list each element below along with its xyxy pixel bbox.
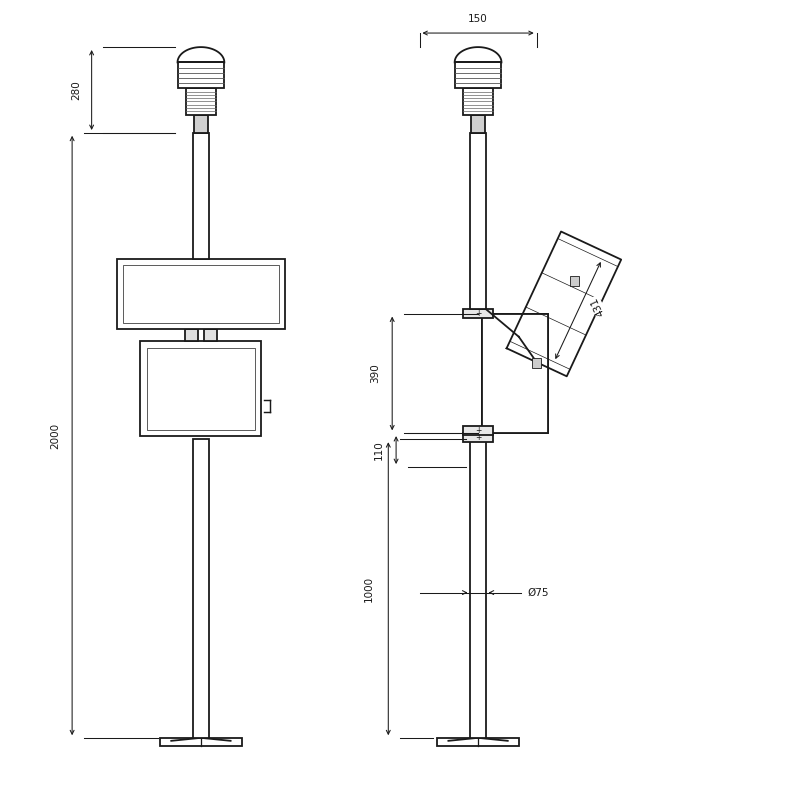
Bar (123, 265, 278, 323)
Bar (471, 114, 485, 133)
Text: 2000: 2000 (50, 422, 60, 449)
Text: +: + (475, 309, 482, 318)
Bar (193, 133, 209, 259)
Bar (454, 62, 502, 88)
Text: Ø75: Ø75 (527, 588, 549, 597)
Bar (482, 314, 548, 433)
Bar (482, 314, 496, 433)
Text: 280: 280 (71, 80, 81, 100)
Bar (482, 314, 548, 433)
Bar (470, 439, 486, 739)
Bar (193, 439, 209, 739)
Text: 1000: 1000 (364, 576, 374, 602)
Bar (146, 347, 255, 430)
Bar (437, 739, 519, 746)
Bar (470, 133, 486, 309)
Bar (117, 259, 285, 329)
Bar (160, 739, 242, 746)
Text: 150: 150 (468, 13, 488, 24)
Text: +: + (475, 425, 482, 435)
Bar (532, 358, 541, 368)
Bar (141, 342, 262, 436)
Bar (463, 309, 493, 318)
Text: 431: 431 (589, 296, 606, 318)
Bar (570, 276, 579, 286)
Bar (186, 329, 198, 342)
Bar (204, 329, 217, 342)
Bar (194, 114, 208, 133)
Text: +: + (475, 433, 482, 443)
Text: 110: 110 (374, 440, 384, 460)
Bar (463, 425, 493, 435)
Bar (463, 88, 493, 114)
Bar (178, 62, 224, 88)
Bar (463, 433, 493, 443)
Bar (186, 88, 216, 114)
Text: 390: 390 (370, 364, 380, 383)
